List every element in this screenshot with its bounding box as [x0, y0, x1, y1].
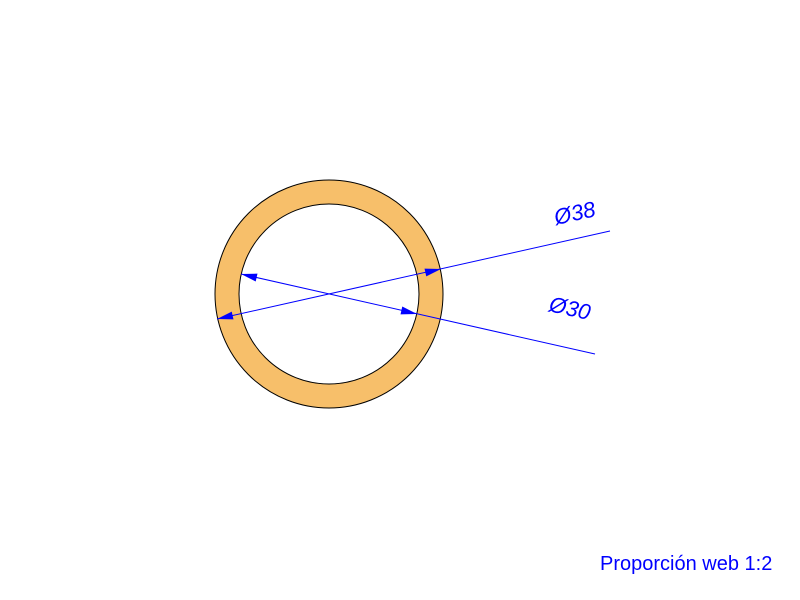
scale-note: Proporción web 1:2	[600, 553, 772, 575]
technical-drawing-canvas: Ø38Ø30Proporción web 1:2	[0, 0, 800, 600]
canvas-background	[0, 0, 800, 600]
